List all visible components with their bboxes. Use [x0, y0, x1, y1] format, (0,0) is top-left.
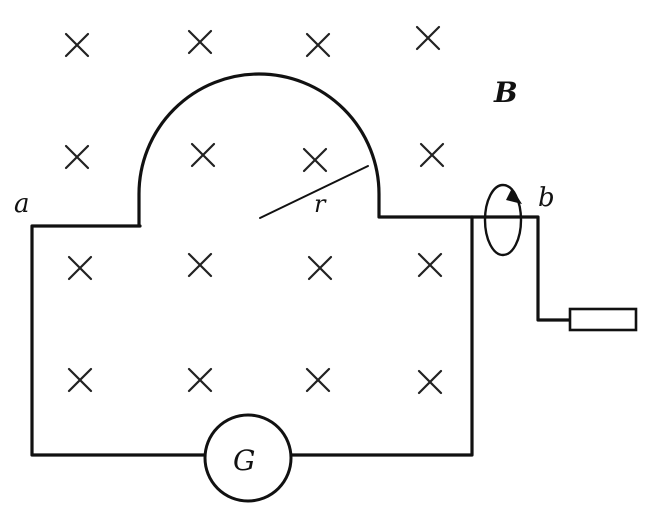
magnetic-field-crosses	[64, 25, 445, 395]
cross-icon	[64, 144, 90, 170]
radius-line	[259, 165, 369, 219]
rotation-arrow-icon	[483, 183, 523, 257]
cross-icon	[307, 255, 333, 281]
cross-icon	[67, 367, 93, 393]
crank-handle	[568, 307, 638, 332]
cross-icon	[64, 32, 90, 58]
point-b-label: b	[538, 183, 555, 213]
circuit-wire	[30, 72, 474, 457]
cross-icon	[419, 142, 445, 168]
cross-icon	[187, 252, 213, 278]
cross-icon	[187, 29, 213, 55]
crank-arm	[470, 215, 572, 322]
galvanometer	[203, 413, 293, 503]
cross-icon	[417, 369, 443, 395]
galvanometer-label: G	[233, 444, 255, 477]
radius-label: r	[314, 190, 327, 218]
cross-icon	[305, 32, 331, 58]
cross-icon	[415, 25, 441, 51]
cross-icon	[187, 367, 213, 393]
cross-icon	[67, 255, 93, 281]
point-a-label: a	[14, 189, 30, 219]
cross-icon	[417, 252, 443, 278]
cross-icon	[190, 142, 216, 168]
field-label: B	[493, 76, 518, 109]
cross-icon	[305, 367, 331, 393]
cross-icon	[302, 147, 328, 173]
